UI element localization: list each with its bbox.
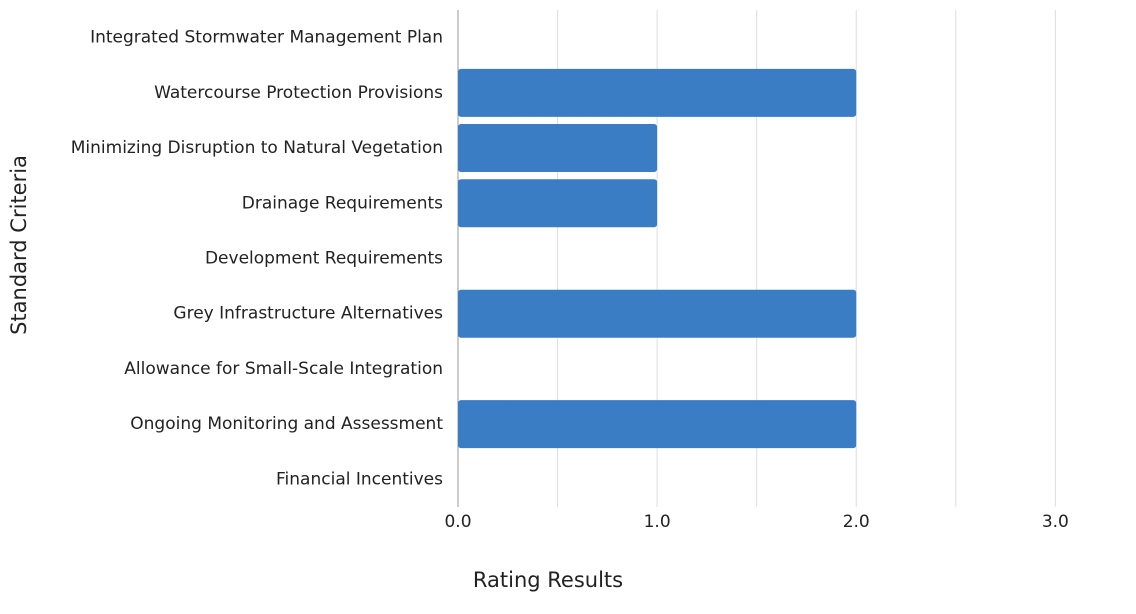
- y-axis-title: Standard Criteria: [7, 155, 31, 335]
- x-tick-label: 0.0: [444, 512, 471, 532]
- bar: [458, 179, 658, 228]
- x-axis-title: Rating Results: [473, 568, 623, 592]
- y-tick-label: Grey Infrastructure Alternatives: [173, 304, 443, 324]
- y-tick-label: Financial Incentives: [276, 469, 443, 489]
- y-tick-label: Drainage Requirements: [242, 193, 443, 213]
- y-tick-label: Ongoing Monitoring and Assessment: [130, 414, 443, 434]
- bar: [458, 68, 857, 117]
- x-tick-label: 2.0: [843, 512, 870, 532]
- y-tick-label: Integrated Stormwater Management Plan: [90, 28, 443, 48]
- bar: [458, 400, 857, 449]
- bar: [458, 124, 658, 173]
- y-tick-label: Minimizing Disruption to Natural Vegetat…: [71, 138, 443, 158]
- bar: [458, 289, 857, 338]
- y-tick-label: Watercourse Protection Provisions: [154, 83, 443, 103]
- x-tick-label: 1.0: [644, 512, 671, 532]
- x-tick-label: 3.0: [1042, 512, 1069, 532]
- y-tick-label: Allowance for Small-Scale Integration: [124, 359, 443, 379]
- y-tick-label: Development Requirements: [205, 249, 443, 269]
